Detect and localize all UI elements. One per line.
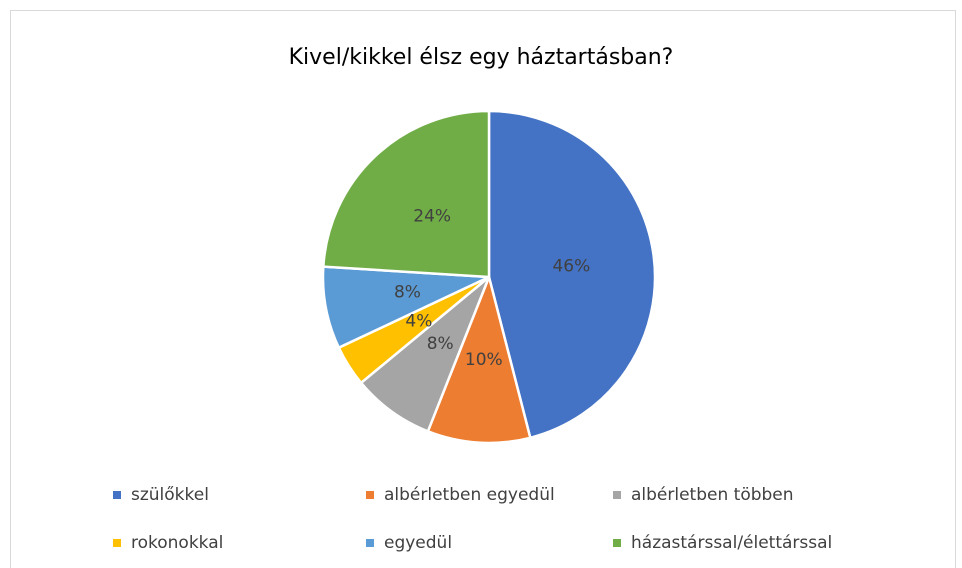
pie-slice [322, 109, 491, 279]
chart-title: Kivel/kikkel élsz egy háztartásban? [289, 45, 674, 70]
legend-label: házastárssal/élettárssal [631, 533, 832, 553]
legend-marker [113, 491, 121, 499]
data-label: 24% [413, 206, 451, 226]
legend-marker [366, 491, 374, 499]
legend-label: rokonokkal [131, 533, 223, 553]
legend-marker [366, 539, 374, 547]
data-label: 10% [465, 350, 503, 370]
data-label: 4% [405, 311, 432, 331]
legend-marker [613, 491, 621, 499]
legend-label: szülőkkel [131, 485, 209, 505]
data-label: 46% [552, 257, 590, 277]
legend-marker [613, 539, 621, 547]
data-label: 8% [427, 334, 454, 354]
legend-label: egyedül [384, 533, 452, 553]
legend-marker [113, 539, 121, 547]
legend-label: albérletben egyedül [384, 485, 555, 505]
pie-slice [426, 272, 532, 445]
legend-label: albérletben többen [631, 485, 794, 505]
pie-slice [487, 109, 657, 440]
data-label: 8% [394, 283, 421, 303]
